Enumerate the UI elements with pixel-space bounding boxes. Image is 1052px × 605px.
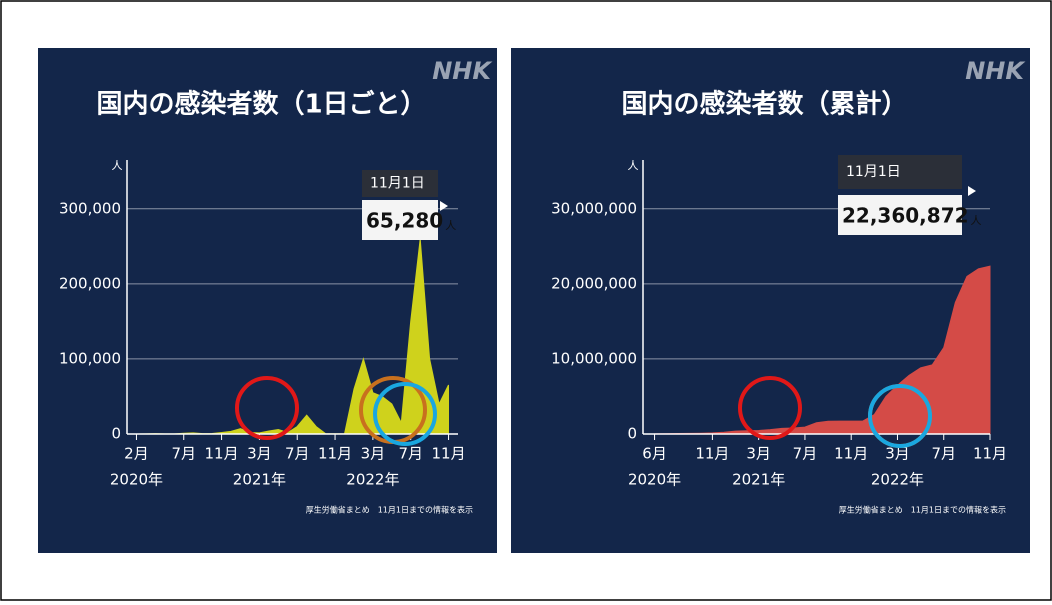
panel-background [511, 48, 1030, 553]
source-note: 厚生労働省まとめ 11月1日までの情報を表示 [839, 505, 1006, 515]
callout-date: 11月1日 [370, 176, 425, 192]
x-tick-label: 7月 [285, 445, 310, 463]
highlight-circle [738, 376, 802, 440]
source-note: 厚生労働省まとめ 11月1日までの情報を表示 [306, 505, 473, 515]
y-tick-label: 20,000,000 [551, 274, 637, 292]
y-tick-label: 30,000,000 [551, 199, 637, 217]
y-tick-label: 200,000 [59, 274, 121, 292]
x-tick-label: 7月 [931, 445, 956, 463]
callout-date-box [362, 170, 438, 197]
callout-pointer [968, 186, 976, 196]
area [127, 238, 449, 435]
y-tick-label: 0 [111, 425, 121, 443]
callout-pointer [440, 201, 448, 211]
chart-title: 国内の感染者数（累計） [621, 89, 907, 120]
y-unit: 人 [112, 159, 123, 172]
callout-unit: 人 [971, 214, 982, 227]
callout-value: 65,280 [366, 209, 443, 233]
year-label: 2022年 [871, 471, 924, 489]
year-label: 2021年 [233, 471, 286, 489]
callout-unit: 人 [445, 219, 456, 232]
highlight-circle [373, 382, 437, 446]
callout-date-box [838, 155, 962, 189]
area [654, 265, 991, 435]
highlight-circle [868, 384, 932, 448]
x-tick-label: 3月 [885, 445, 910, 463]
callout-value-box [838, 195, 962, 235]
x-tick-label: 11月 [205, 445, 239, 463]
brand-logo: NHK [432, 57, 493, 85]
x-tick-label: 11月 [973, 445, 1007, 463]
highlight-circle [235, 376, 299, 440]
year-label: 2022年 [346, 471, 399, 489]
x-tick-label: 11月 [834, 445, 868, 463]
chart-panel: 国内の感染者数（1日ごと）NHK 人 0 100,000 200,000 300,000 2… [38, 48, 497, 553]
year-label: 2020年 [628, 471, 681, 489]
x-tick-label: 11月 [318, 445, 352, 463]
year-label: 2021年 [732, 471, 785, 489]
y-tick-label: 0 [627, 425, 637, 443]
x-tick-label: 3月 [361, 445, 386, 463]
x-tick-label: 11月 [695, 445, 729, 463]
x-tick-label: 6月 [642, 445, 667, 463]
x-tick-label: 7月 [793, 445, 818, 463]
y-tick-label: 100,000 [59, 349, 121, 367]
y-tick-label: 300,000 [59, 199, 121, 217]
callout-value-box [362, 200, 438, 240]
x-tick-label: 3月 [746, 445, 771, 463]
chart-title: 国内の感染者数（1日ごと） [96, 89, 426, 120]
y-tick-label: 10,000,000 [551, 349, 637, 367]
x-tick-label: 7月 [398, 445, 423, 463]
x-tick-label: 3月 [247, 445, 272, 463]
callout-value: 22,360,872 [842, 204, 969, 228]
callout-date: 11月1日 [846, 164, 901, 180]
brand-logo: NHK [965, 57, 1026, 85]
x-tick-label: 2月 [124, 445, 149, 463]
year-label: 2020年 [110, 471, 163, 489]
x-tick-label: 11月 [431, 445, 465, 463]
x-tick-label: 7月 [171, 445, 196, 463]
y-unit: 人 [628, 159, 639, 172]
chart-panel: 国内の感染者数（累計） NHK 人 0 10,000,000 20,000,000 30,0… [511, 48, 1030, 553]
